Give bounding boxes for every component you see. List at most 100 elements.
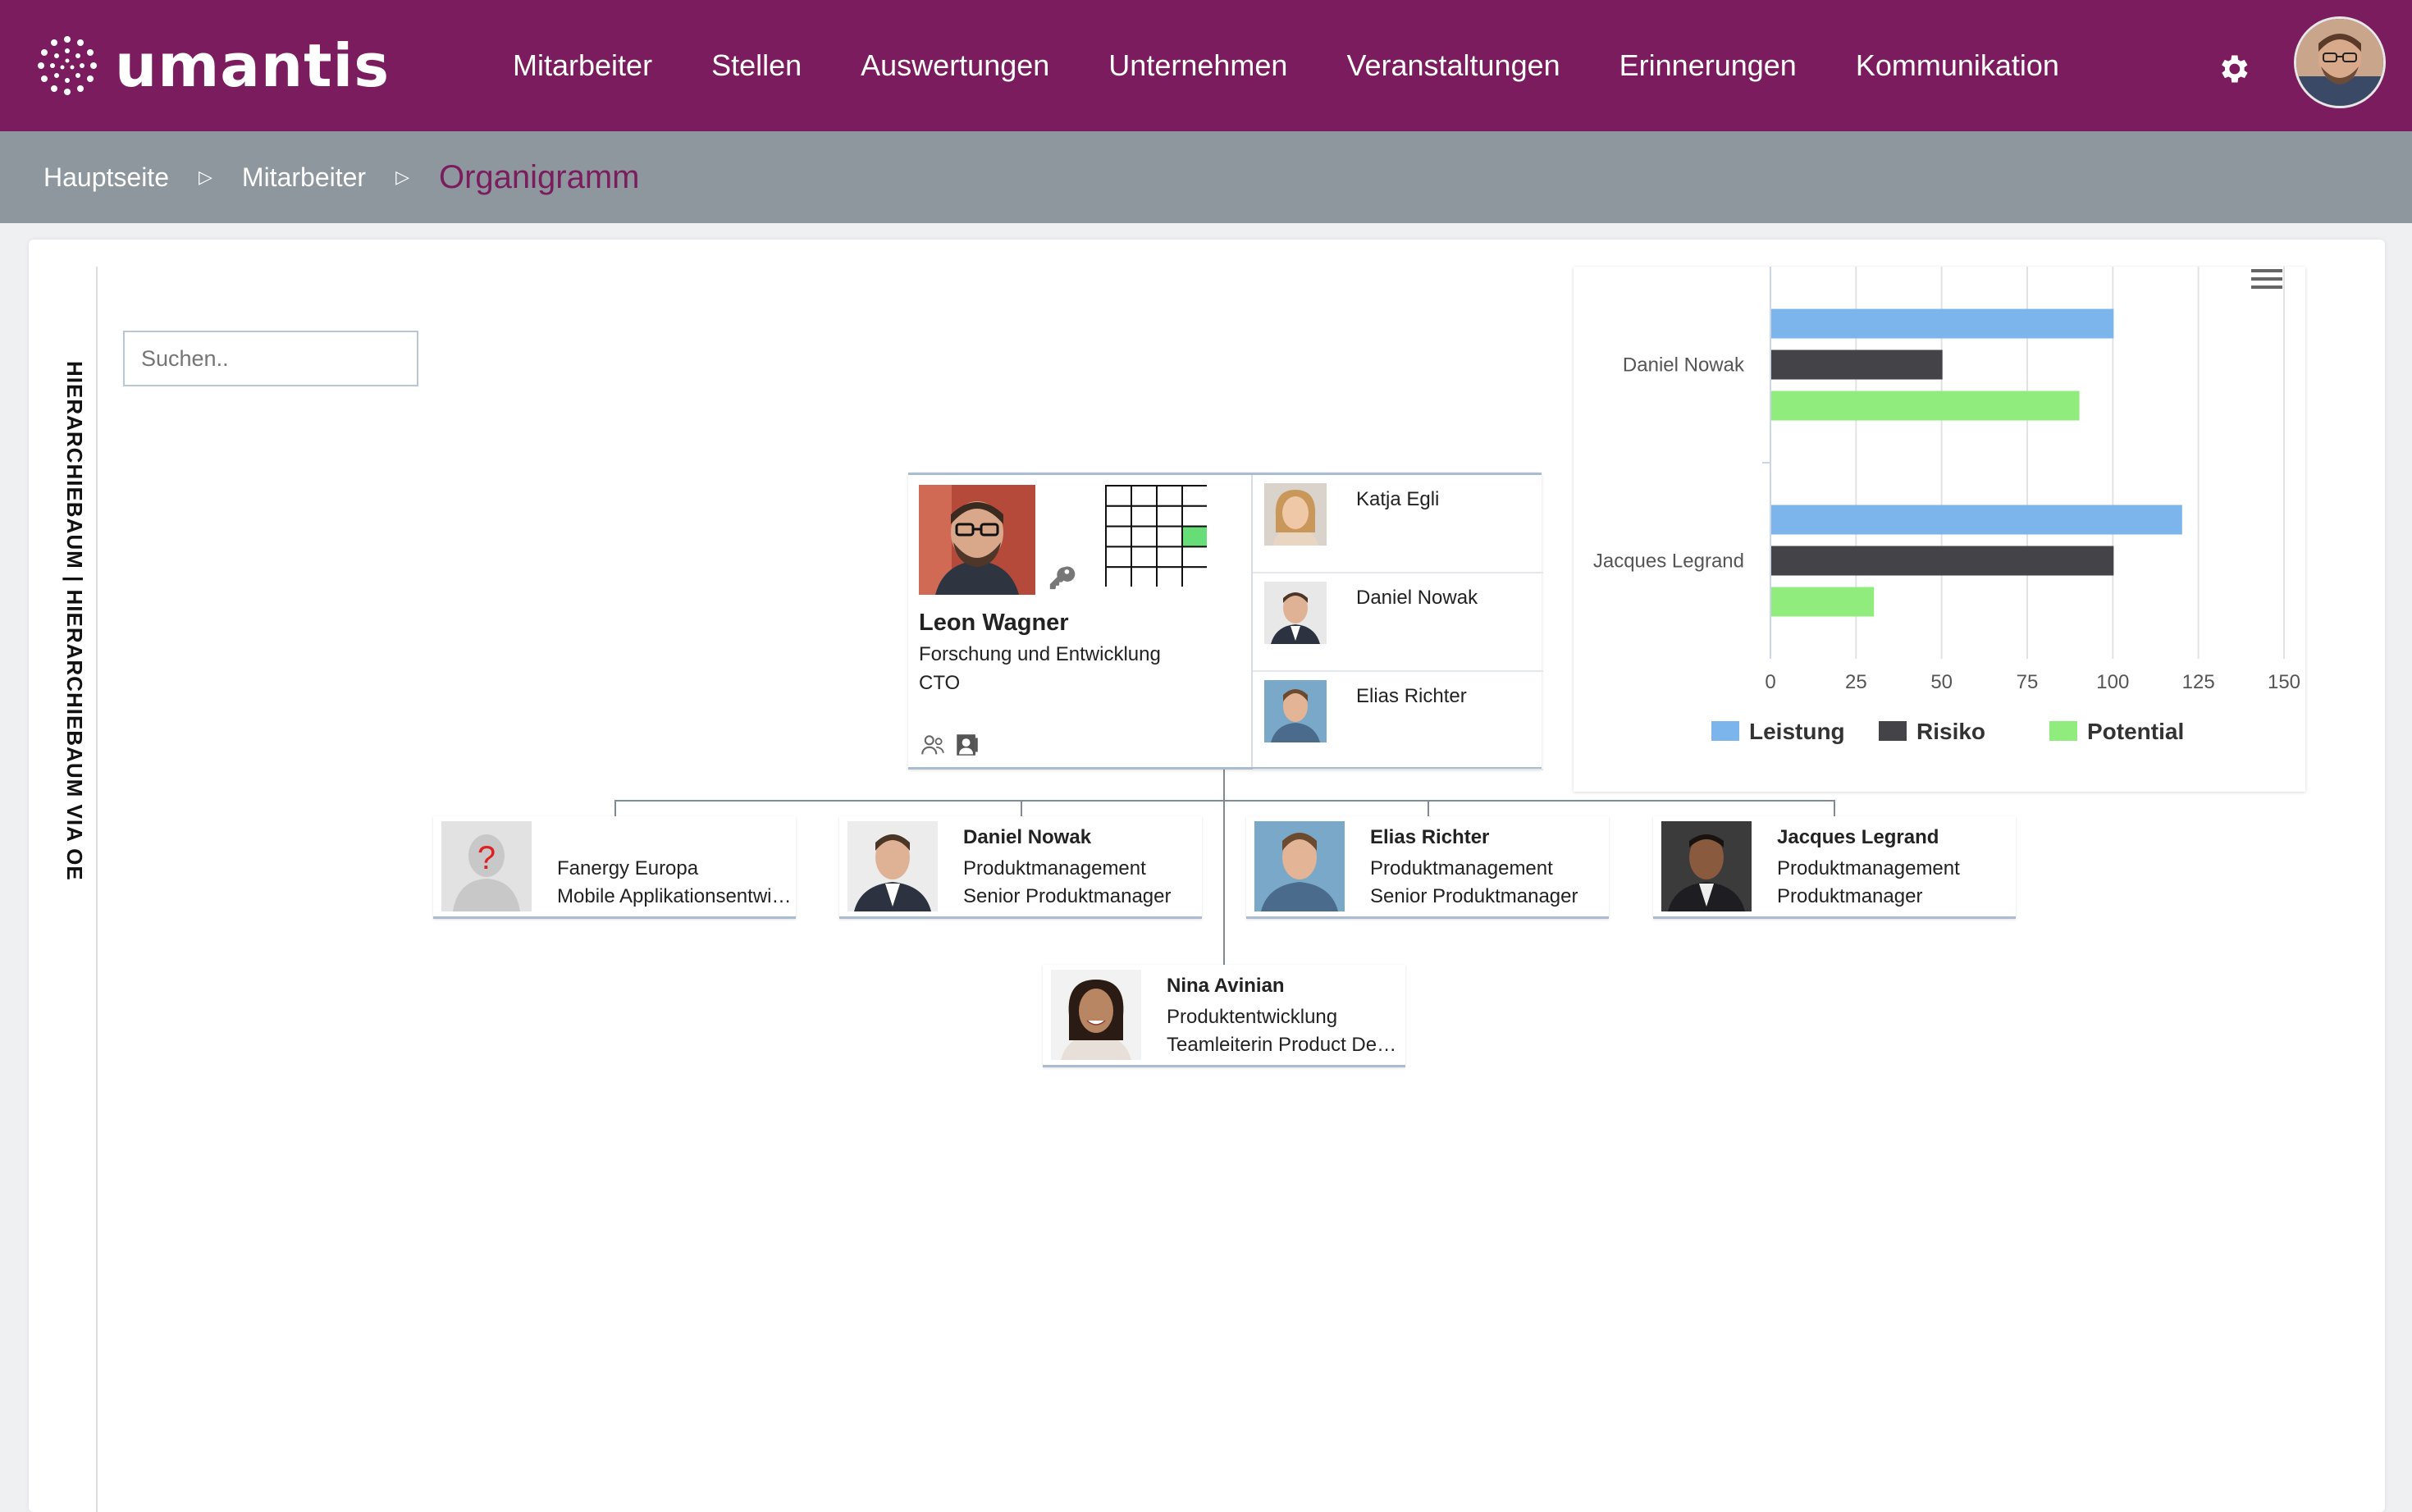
logo-dots-icon: [38, 36, 97, 95]
user-avatar[interactable]: [2294, 16, 2386, 108]
connector-line: [1428, 800, 1429, 816]
org-card-jacques-legrand[interactable]: Jacques Legrand Produktmanagement Produk…: [1653, 816, 2016, 919]
card-line1: Produktmanagement: [963, 857, 1146, 879]
nav-item-kommunikation[interactable]: Kommunikation: [1855, 48, 2059, 82]
breadcrumb-mitarbeiter[interactable]: Mitarbeiter: [241, 162, 367, 192]
bar-leistung: [1771, 308, 2114, 339]
vertical-tab-label: HIERARCHIEBAUM | HIERARCHIEBAUM VIA OE: [62, 361, 87, 881]
main-nav: Mitarbeiter Stellen Auswertungen Unterne…: [513, 0, 2118, 131]
org-card-fanergy-europa[interactable]: ? Fanergy Europa Mobile Applikationsentw…: [433, 816, 796, 919]
card-line2: Mobile Applikationsentwicklung: [557, 885, 795, 907]
x-tick-label: 50: [1930, 671, 1953, 693]
list-item[interactable]: Katja Egli: [1253, 475, 1543, 573]
search-input[interactable]: [123, 331, 418, 386]
nine-box-cell: [1131, 525, 1158, 548]
list-item[interactable]: Elias Richter: [1253, 672, 1543, 770]
nav-item-erinnerungen[interactable]: Erinnerungen: [1619, 48, 1797, 82]
sidebar-divider: [96, 267, 98, 1512]
legend-swatch: [1879, 721, 1907, 741]
list-item[interactable]: Daniel Nowak: [1253, 573, 1543, 672]
bar-leistung: [1771, 505, 2182, 535]
nine-box-cell: [1181, 505, 1207, 528]
org-card-daniel-nowak[interactable]: Daniel Nowak Produktmanagement Senior Pr…: [839, 816, 1202, 919]
nine-box-cell: [1156, 525, 1183, 548]
elias-richter-photo: [1254, 821, 1345, 911]
breadcrumb-separator-icon: ▷: [198, 167, 212, 187]
legend-label: Risiko: [1916, 719, 1985, 744]
main-card-title: CTO: [919, 672, 961, 694]
org-card-elias-richter[interactable]: Elias Richter Produktmanagement Senior P…: [1246, 816, 1609, 919]
x-tick-label: 75: [2017, 671, 2039, 693]
bar-risiko: [1771, 546, 2114, 576]
leon-wagner-photo: [919, 485, 1035, 595]
jacques-legrand-photo: [1661, 821, 1752, 911]
nav-item-veranstaltungen[interactable]: Veranstaltungen: [1346, 48, 1560, 82]
connector-line: [614, 800, 1835, 802]
connector-line: [1834, 800, 1835, 816]
logo-text: umantis: [115, 31, 391, 100]
nine-box-cell: [1156, 546, 1183, 569]
nine-box-cell: [1181, 566, 1207, 587]
elias-richter-photo: [1264, 680, 1327, 742]
card-line2: Senior Produktmanager: [963, 885, 1172, 907]
nine-box-cell: [1131, 485, 1158, 507]
daniel-nowak-photo: [1264, 582, 1327, 644]
org-card-nina-avinian[interactable]: Nina Avinian Produktentwicklung Teamleit…: [1043, 965, 1405, 1067]
nav-item-mitarbeiter[interactable]: Mitarbeiter: [513, 48, 653, 82]
nine-box-cell: [1105, 525, 1132, 548]
bar-potential: [1771, 587, 1875, 617]
nine-box-cell: [1105, 485, 1132, 507]
sub-item-name: Elias Richter: [1356, 685, 1467, 707]
connector-line: [1223, 770, 1225, 965]
vertical-tab-hierarchiebaum[interactable]: HIERARCHIEBAUM | HIERARCHIEBAUM VIA OE: [61, 361, 94, 881]
bar-potential: [1771, 391, 2080, 421]
nine-box-cell: [1181, 546, 1207, 569]
card-line1: Produktmanagement: [1370, 857, 1553, 879]
legend-swatch: [2049, 721, 2077, 741]
nav-item-stellen[interactable]: Stellen: [711, 48, 802, 82]
card-name: Daniel Nowak: [963, 826, 1092, 848]
chart-menu-icon[interactable]: [2251, 269, 2282, 289]
performance-chart-panel: 0 25 50 75 100 125 150 Daniel Nowak Jacques Legr…: [1574, 267, 2305, 792]
umantis-logo[interactable]: umantis: [31, 33, 390, 98]
card-line2: Senior Produktmanager: [1370, 885, 1578, 907]
nina-avinian-photo: [1051, 970, 1141, 1060]
card-line1: Produktentwicklung: [1167, 1006, 1338, 1028]
nine-box-cell: [1105, 566, 1132, 587]
sub-item-name: Katja Egli: [1356, 488, 1440, 510]
key-icon[interactable]: [1048, 564, 1076, 592]
legend-label: Leistung: [1749, 719, 1845, 744]
svg-text:?: ?: [477, 840, 496, 876]
legend-swatch: [1711, 721, 1739, 741]
katja-egli-photo: [1264, 483, 1327, 546]
card-line2: Produktmanager: [1777, 885, 1923, 907]
top-navigation-bar: umantis Mitarbeiter Stellen Auswertungen…: [0, 0, 2412, 131]
profile-card-icon[interactable]: [953, 731, 981, 759]
team-icon[interactable]: [919, 731, 947, 759]
unknown-person-icon: ?: [441, 821, 532, 911]
nav-item-unternehmen[interactable]: Unternehmen: [1108, 48, 1288, 82]
nav-item-auswertungen[interactable]: Auswertungen: [861, 48, 1050, 82]
card-line1: Produktmanagement: [1777, 857, 1960, 879]
nine-box-cell: [1156, 485, 1183, 507]
breadcrumb-current: Organigramm: [438, 158, 640, 195]
main-card-department: Forschung und Entwicklung: [919, 643, 1161, 665]
nine-box-grid[interactable]: [1105, 485, 1207, 587]
nine-box-cell: [1156, 505, 1183, 528]
card-name: Jacques Legrand: [1777, 826, 1939, 848]
gear-icon[interactable]: [2215, 51, 2251, 87]
direct-reports-list: Katja Egli Daniel Nowak: [1251, 475, 1543, 770]
main-card-actions: [919, 731, 984, 759]
category-label: Daniel Nowak: [1623, 354, 1745, 377]
connector-line: [614, 800, 616, 816]
card-line2: Teamleiterin Product Development: [1167, 1034, 1405, 1056]
nine-box-cell: [1131, 566, 1158, 587]
category-label: Jacques Legrand: [1593, 550, 1744, 573]
card-name: Nina Avinian: [1167, 975, 1285, 997]
nine-box-cell: [1105, 505, 1132, 528]
sub-item-name: Daniel Nowak: [1356, 587, 1478, 609]
card-name: Elias Richter: [1370, 826, 1490, 848]
nine-box-cell: [1105, 546, 1132, 569]
org-card-leon-wagner[interactable]: Leon Wagner Forschung und Entwicklung CT…: [908, 473, 1543, 770]
breadcrumb-hauptseite[interactable]: Hauptseite: [43, 162, 169, 192]
